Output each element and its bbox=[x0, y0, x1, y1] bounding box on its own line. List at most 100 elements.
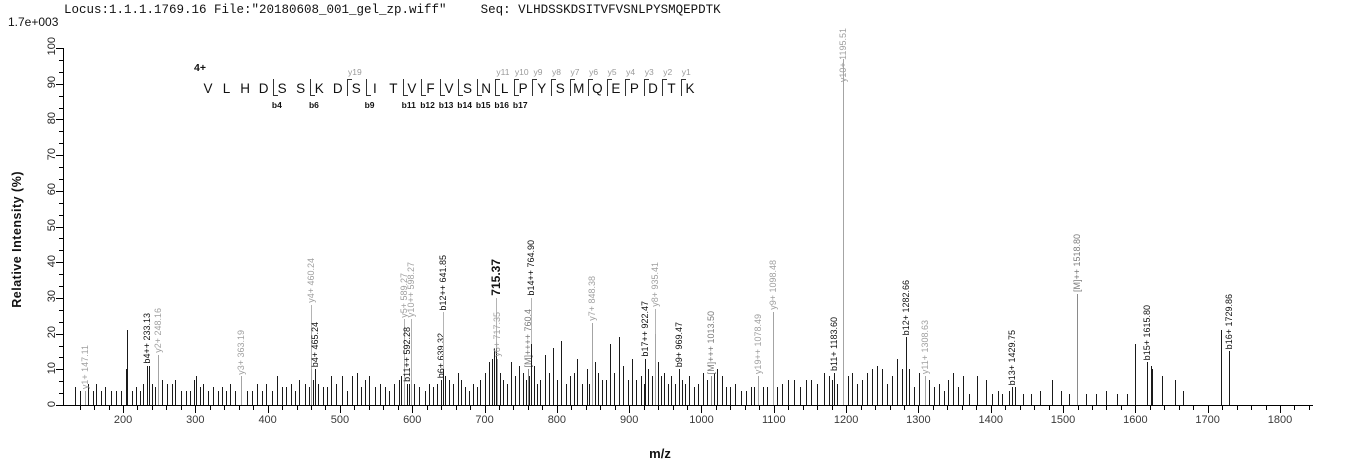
fragment-divider bbox=[309, 79, 311, 96]
peak bbox=[92, 390, 94, 405]
peak bbox=[595, 362, 597, 405]
residue-S-15: S bbox=[463, 81, 473, 96]
residue-E-23: E bbox=[611, 81, 621, 96]
y-major-tick bbox=[56, 262, 63, 264]
peak-label-leader bbox=[311, 305, 313, 370]
peak-y19++ bbox=[758, 376, 760, 405]
peak bbox=[476, 387, 478, 405]
peak bbox=[428, 383, 430, 405]
peak bbox=[322, 387, 324, 405]
residue-Q-22: Q bbox=[592, 81, 603, 96]
peak-[M]++++ bbox=[528, 369, 530, 405]
peak bbox=[671, 376, 673, 405]
residue-S-9: S bbox=[351, 81, 361, 96]
peak-b17++ bbox=[645, 358, 647, 405]
x-major-tick bbox=[629, 406, 631, 413]
x-minor-tick bbox=[1091, 406, 1093, 410]
peak-b14++ bbox=[531, 344, 533, 405]
peak bbox=[461, 380, 463, 405]
fragment-divider bbox=[643, 79, 645, 96]
fragment-divider bbox=[495, 79, 497, 96]
y-minor-tick bbox=[59, 178, 63, 180]
x-tick-label: 1200 bbox=[833, 414, 859, 426]
peak bbox=[251, 390, 253, 405]
y-tick-label: 80 bbox=[46, 111, 58, 125]
y-tick-label: 40 bbox=[46, 254, 58, 267]
peak bbox=[601, 380, 603, 405]
y-minor-tick bbox=[59, 167, 63, 168]
peak bbox=[706, 380, 708, 405]
peak bbox=[282, 387, 284, 405]
peak-label: y3+ 363.19 bbox=[236, 329, 247, 375]
y-tick-label: 10 bbox=[46, 361, 58, 375]
peak bbox=[468, 390, 470, 405]
peak-label: y9+ 1098.48 bbox=[767, 260, 778, 311]
header: Locus:1.1.1.1769.16 File:"20180608_001_g… bbox=[64, 3, 721, 17]
y-minor-tick bbox=[59, 71, 63, 73]
peak bbox=[1014, 387, 1016, 405]
residue-D-4: D bbox=[258, 81, 269, 96]
peak bbox=[196, 376, 198, 405]
peak bbox=[199, 387, 201, 405]
peak bbox=[614, 372, 615, 405]
peak bbox=[623, 365, 625, 405]
x-minor-tick bbox=[600, 406, 602, 410]
x-minor-tick bbox=[889, 406, 891, 410]
peak bbox=[449, 380, 451, 405]
peak bbox=[525, 380, 527, 405]
peak bbox=[305, 383, 307, 405]
peak-b12++ bbox=[442, 369, 444, 405]
fragment-divider bbox=[532, 79, 534, 96]
y-minor-tick bbox=[59, 202, 63, 204]
residue-V-1: V bbox=[203, 81, 213, 96]
x-tick-label: 200 bbox=[113, 414, 133, 426]
peak bbox=[436, 383, 438, 405]
b-ion-flag bbox=[402, 95, 408, 96]
b-ion-flag bbox=[513, 95, 519, 96]
peak bbox=[1117, 394, 1119, 405]
peak bbox=[208, 390, 210, 405]
fragment-divider bbox=[606, 79, 608, 96]
y-ion-label: y19 bbox=[348, 67, 362, 77]
peak-label: y7+ 848.38 bbox=[586, 276, 597, 321]
x-minor-tick bbox=[470, 406, 472, 410]
peak bbox=[697, 383, 699, 405]
x-major-tick bbox=[484, 406, 486, 413]
x-major-tick bbox=[1207, 406, 1209, 413]
peak bbox=[217, 390, 219, 405]
x-tick-label: 700 bbox=[475, 414, 494, 426]
x-tick-label: 1700 bbox=[1195, 414, 1220, 426]
y-ion-flag bbox=[680, 79, 686, 80]
peak bbox=[632, 358, 634, 405]
x-minor-tick bbox=[614, 406, 616, 410]
x-minor-tick bbox=[1222, 406, 1224, 410]
peak-[M]+++ bbox=[711, 376, 713, 405]
peak bbox=[914, 387, 916, 405]
x-minor-tick bbox=[903, 406, 905, 410]
peak-label: b6+ 639.32 bbox=[435, 332, 446, 379]
peak bbox=[230, 383, 232, 405]
b-ion-flag bbox=[272, 95, 278, 96]
y-ion-flag bbox=[588, 79, 594, 80]
y-tick-label: 0 bbox=[46, 400, 58, 407]
peak bbox=[667, 383, 669, 405]
peak bbox=[788, 380, 790, 405]
residue-D-8: D bbox=[332, 81, 343, 96]
x-minor-tick bbox=[1265, 406, 1267, 410]
peak bbox=[185, 390, 187, 405]
y-minor-tick bbox=[59, 393, 63, 395]
x-major-tick bbox=[267, 406, 269, 413]
peak bbox=[529, 376, 531, 405]
peak bbox=[953, 372, 955, 405]
x-minor-tick bbox=[137, 406, 139, 410]
y-ion-label: y8 bbox=[551, 67, 561, 77]
peak bbox=[643, 383, 645, 405]
residue-V-12: V bbox=[407, 81, 417, 96]
x-major-tick bbox=[1279, 406, 1281, 413]
x-minor-tick bbox=[658, 406, 660, 410]
peak bbox=[266, 383, 268, 405]
x-minor-tick bbox=[817, 406, 819, 410]
peak bbox=[817, 383, 819, 405]
x-axis-title: m/z bbox=[649, 446, 671, 461]
b-ion-label: b4 bbox=[271, 100, 282, 110]
